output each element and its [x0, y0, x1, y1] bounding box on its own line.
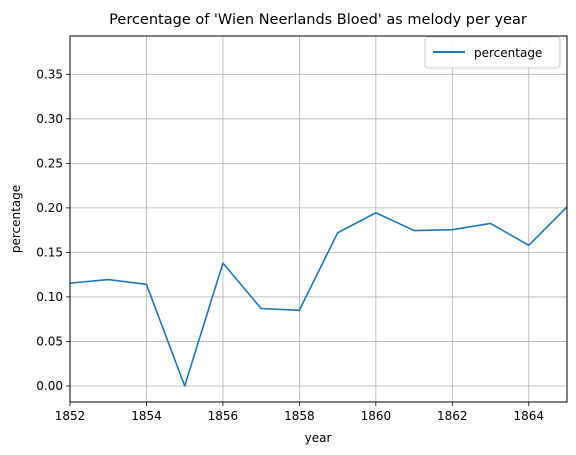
- y-tick-label: 0.30: [36, 112, 63, 126]
- x-tick-label: 1858: [284, 409, 315, 423]
- y-tick-label: 0.35: [36, 67, 63, 81]
- x-axis-label: year: [305, 431, 332, 445]
- grid: [69, 36, 567, 402]
- x-tick-label: 1852: [55, 409, 86, 423]
- y-tick-label: 0.00: [36, 379, 63, 393]
- y-tick-label: 0.10: [36, 290, 63, 304]
- y-tick-label: 0.05: [36, 334, 63, 348]
- legend: percentage: [424, 36, 561, 69]
- series-line-percentage: [69, 206, 568, 387]
- ticks: 1852 1854 1856 1858 1860 1862 1864 0.00 0.05 0.10…: [36, 67, 544, 423]
- x-tick-label: 1854: [131, 409, 162, 423]
- x-tick-label: 1862: [437, 409, 468, 423]
- x-tick-label: 1864: [513, 409, 544, 423]
- chart-title: Percentage of 'Wien Neerlands Bloed' as …: [109, 12, 527, 28]
- y-tick-label: 0.15: [36, 245, 63, 259]
- legend-label: percentage: [474, 46, 542, 60]
- y-tick-label: 0.25: [36, 156, 63, 170]
- x-tick-label: 1856: [208, 409, 239, 423]
- series-layer: [69, 206, 568, 387]
- y-tick-label: 0.20: [36, 201, 63, 215]
- y-axis-label: percentage: [9, 185, 23, 253]
- legend-box: [424, 36, 561, 69]
- plot-frame: [69, 35, 568, 403]
- x-tick-label: 1860: [361, 409, 392, 423]
